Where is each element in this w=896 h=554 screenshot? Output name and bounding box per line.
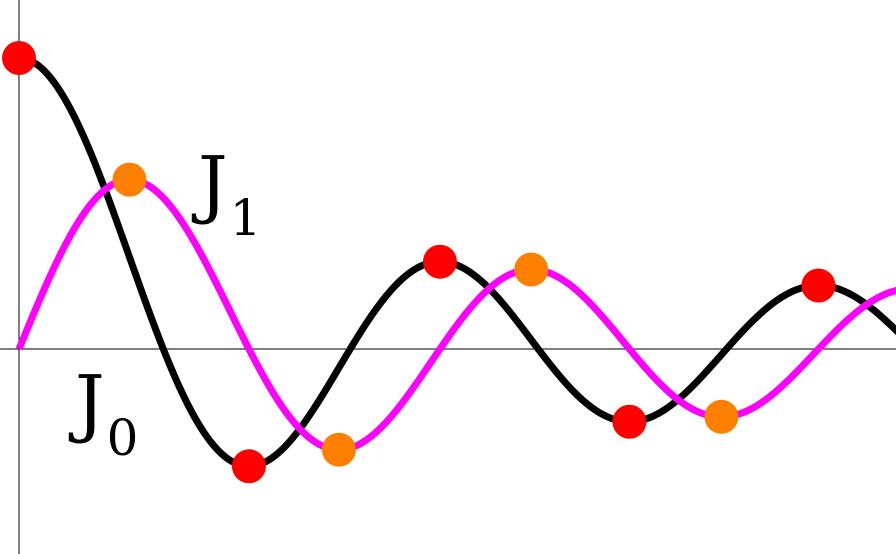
extremum-point-j0-4	[801, 268, 836, 303]
label-j1: J1	[191, 141, 261, 247]
extremum-point-j1-3	[704, 399, 739, 434]
extremum-point-j1-1	[321, 432, 356, 467]
extremum-point-j1-2	[514, 252, 549, 287]
extremum-point-j0-1	[231, 449, 266, 484]
series-line-j0	[16, 54, 896, 470]
series-curves	[15, 54, 896, 470]
extremum-point-j1-0	[112, 162, 147, 197]
extremum-markers	[2, 41, 836, 484]
extremum-point-j0-0	[2, 41, 36, 75]
extremum-point-j0-2	[422, 244, 457, 279]
extremum-point-j0-3	[612, 404, 647, 439]
label-j0: J0	[68, 360, 138, 467]
series-line-j1	[15, 176, 896, 454]
